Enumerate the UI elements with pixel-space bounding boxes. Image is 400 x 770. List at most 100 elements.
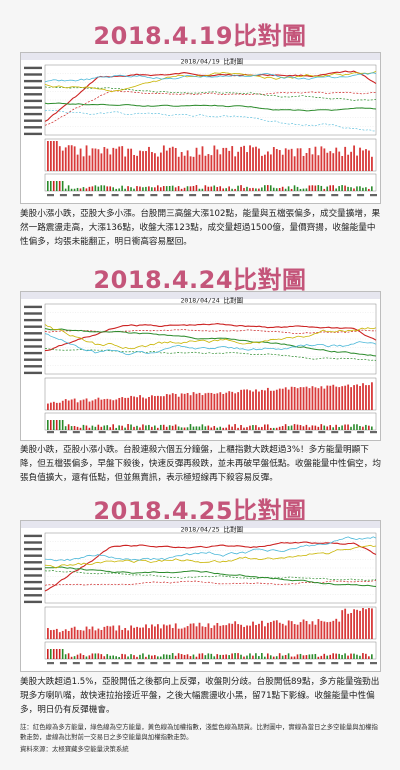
volume-bar xyxy=(85,626,88,639)
volume-bar xyxy=(168,624,171,639)
volume-bar xyxy=(162,145,165,171)
histogram-bar xyxy=(308,185,311,191)
y-tick-label xyxy=(24,126,42,129)
volume-bar xyxy=(228,623,231,639)
volume-bar xyxy=(124,397,127,410)
histogram-bar xyxy=(210,653,213,659)
volume-bar xyxy=(127,630,130,639)
histogram-bar xyxy=(151,655,153,659)
volume-bar xyxy=(329,621,332,639)
volume-bar xyxy=(204,155,207,171)
histogram-bar xyxy=(314,425,317,430)
histogram-bar xyxy=(347,186,349,191)
histogram-bar xyxy=(216,186,219,191)
x-tick-label xyxy=(227,662,235,665)
volume-bar xyxy=(70,145,73,171)
histogram-bar xyxy=(222,188,224,191)
volume-bar xyxy=(118,397,121,410)
volume-bar xyxy=(350,387,353,410)
histogram-bar xyxy=(168,186,171,191)
histogram-bar xyxy=(234,653,236,659)
volume-bar xyxy=(121,397,124,410)
histogram-bar xyxy=(317,656,320,659)
volume-bar xyxy=(275,620,278,639)
chart-canvas: 2018/04/25 比對圖 xyxy=(21,521,380,671)
volume-bar xyxy=(365,149,367,171)
volume-bar xyxy=(85,398,88,410)
x-tick-label xyxy=(111,194,119,197)
histogram-bar xyxy=(49,181,52,191)
y-tick-label xyxy=(24,580,42,584)
x-tick-label xyxy=(98,194,106,197)
histogram-bar xyxy=(225,427,227,430)
index-line xyxy=(44,324,377,350)
histogram-bar xyxy=(70,656,73,659)
histogram-bar xyxy=(112,187,114,191)
volume-bar xyxy=(159,628,162,639)
histogram-bar xyxy=(234,188,236,191)
volume-bar xyxy=(67,630,70,639)
histogram-bar xyxy=(293,656,296,659)
volume-bar xyxy=(127,148,130,171)
histogram-bar xyxy=(311,654,314,659)
volume-bar xyxy=(356,609,358,639)
volume-bar xyxy=(296,624,299,639)
volume-bar xyxy=(183,393,186,410)
histogram-bar xyxy=(252,655,254,659)
volume-bar xyxy=(198,392,201,410)
histogram-bar xyxy=(302,188,305,191)
histogram-bar xyxy=(356,424,358,430)
histogram-bar xyxy=(112,655,114,659)
volume-bar xyxy=(79,400,82,410)
x-tick-label xyxy=(163,431,171,434)
histogram-bar xyxy=(73,425,76,430)
histogram-bar xyxy=(261,187,263,191)
volume-bar xyxy=(219,625,222,639)
volume-bar xyxy=(136,155,138,171)
volume-bar xyxy=(305,386,308,410)
volume-bar xyxy=(133,396,136,410)
volume-bar xyxy=(311,386,314,410)
volume-bar xyxy=(284,625,287,639)
volume-bar xyxy=(287,389,290,410)
volume-bar xyxy=(308,148,311,171)
x-tick-label xyxy=(150,431,158,434)
x-tick-label xyxy=(279,194,287,197)
volume-bar xyxy=(344,146,347,171)
y-tick-label xyxy=(24,338,42,342)
x-tick-label xyxy=(357,662,365,665)
histogram-bar xyxy=(261,426,263,430)
volume-bar xyxy=(103,399,106,410)
histogram-bar xyxy=(350,426,352,430)
histogram-bar xyxy=(219,654,222,659)
histogram-bar xyxy=(237,653,239,659)
volume-bar xyxy=(127,397,130,410)
histogram-bar xyxy=(237,185,239,191)
volume-bar xyxy=(186,150,189,171)
histogram-bar xyxy=(207,186,210,191)
x-tick-label xyxy=(253,662,261,665)
volume-bar xyxy=(168,394,171,410)
volume-bar xyxy=(91,148,94,171)
volume-bar xyxy=(344,385,347,410)
histogram-bar xyxy=(284,654,287,659)
volume-bar xyxy=(335,147,338,171)
histogram-bar xyxy=(365,424,367,430)
y-tick-label xyxy=(24,574,42,577)
window-titlebar xyxy=(21,53,380,60)
volume-bar xyxy=(359,386,361,410)
volume-bar xyxy=(58,146,61,171)
histogram-bar xyxy=(356,654,358,659)
volume-bar xyxy=(341,386,344,410)
volume-bar xyxy=(180,393,183,410)
x-tick-label xyxy=(331,662,339,665)
histogram-bar xyxy=(258,188,260,191)
x-tick-label xyxy=(253,194,261,197)
volume-bar xyxy=(240,624,243,639)
volume-bar xyxy=(82,630,85,639)
histogram-bar xyxy=(258,427,260,430)
volume-bar xyxy=(249,145,251,171)
histogram-bar xyxy=(162,654,165,659)
volume-bar xyxy=(243,626,245,639)
